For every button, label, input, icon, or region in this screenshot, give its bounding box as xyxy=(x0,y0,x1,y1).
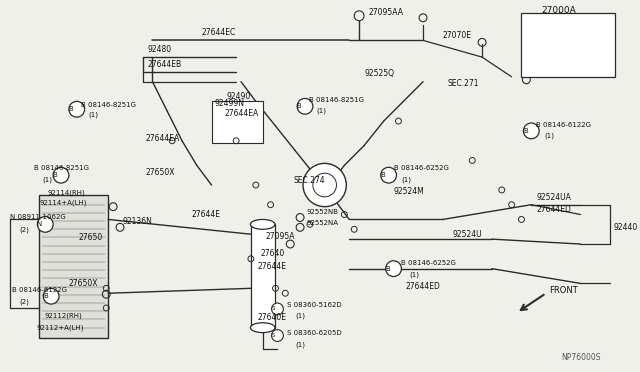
Text: 27640: 27640 xyxy=(260,249,285,259)
Bar xyxy=(212,102,262,143)
Text: 92112(RH): 92112(RH) xyxy=(44,312,82,319)
Text: 92499N: 92499N xyxy=(214,99,244,108)
Text: S 08360-5162D: S 08360-5162D xyxy=(287,302,342,308)
Text: 92114+A(LH): 92114+A(LH) xyxy=(39,199,87,206)
Bar xyxy=(522,13,615,77)
Text: 92490: 92490 xyxy=(227,92,250,101)
Text: S: S xyxy=(272,307,275,311)
Ellipse shape xyxy=(250,219,275,229)
Text: (2): (2) xyxy=(20,299,29,305)
Text: NP76000S: NP76000S xyxy=(561,353,600,362)
Text: B: B xyxy=(385,266,390,272)
Text: 27644ED: 27644ED xyxy=(405,282,440,291)
Circle shape xyxy=(313,173,337,197)
Text: 92524UA: 92524UA xyxy=(536,193,571,202)
Text: (1): (1) xyxy=(295,312,305,319)
Text: (1): (1) xyxy=(295,341,305,348)
Circle shape xyxy=(386,261,401,276)
Text: 27650: 27650 xyxy=(79,232,103,242)
Circle shape xyxy=(297,99,313,114)
Text: 92552NB: 92552NB xyxy=(307,209,339,215)
Text: 27644EC: 27644EC xyxy=(202,28,236,37)
Text: 92480: 92480 xyxy=(148,45,172,54)
Text: B: B xyxy=(68,106,73,112)
Text: B 08146-8251G: B 08146-8251G xyxy=(35,165,90,171)
Text: 27644EA: 27644EA xyxy=(224,109,259,118)
Text: (1): (1) xyxy=(42,177,52,183)
Text: 92552NA: 92552NA xyxy=(307,220,339,227)
Text: (1): (1) xyxy=(317,108,327,115)
Text: 27095AA: 27095AA xyxy=(369,8,404,17)
Text: 27644EB: 27644EB xyxy=(148,60,182,68)
Circle shape xyxy=(303,163,346,207)
Text: 92136N: 92136N xyxy=(123,217,153,226)
Text: B: B xyxy=(380,172,385,178)
Circle shape xyxy=(381,167,397,183)
Text: FRONT: FRONT xyxy=(549,286,578,295)
Text: B 08146-6122G: B 08146-6122G xyxy=(12,287,67,293)
Circle shape xyxy=(271,330,284,341)
Text: B: B xyxy=(297,103,301,109)
Bar xyxy=(39,195,108,337)
Text: B: B xyxy=(43,293,47,299)
Text: B: B xyxy=(52,172,58,178)
Text: B 08146-8251G: B 08146-8251G xyxy=(309,97,364,103)
Text: 27644E: 27644E xyxy=(258,262,287,271)
Text: 27640E: 27640E xyxy=(258,313,287,322)
Text: 92440: 92440 xyxy=(614,223,638,232)
Text: N 08911-1062G: N 08911-1062G xyxy=(10,215,65,221)
Text: B 08146-6252G: B 08146-6252G xyxy=(394,165,449,171)
Text: N: N xyxy=(36,221,42,227)
Text: 92524U: 92524U xyxy=(452,230,482,239)
Text: B: B xyxy=(523,128,528,134)
Bar xyxy=(524,15,613,28)
Text: 27070E: 27070E xyxy=(443,31,472,40)
Text: 27644EA: 27644EA xyxy=(146,134,180,143)
Circle shape xyxy=(53,167,69,183)
Text: (1): (1) xyxy=(88,112,99,118)
Text: (2): (2) xyxy=(20,226,29,232)
Text: 27095A: 27095A xyxy=(266,232,295,241)
Text: 92112+A(LH): 92112+A(LH) xyxy=(36,324,84,331)
Text: 27650X: 27650X xyxy=(146,168,175,177)
Text: 92524M: 92524M xyxy=(394,187,424,196)
Text: 27650X: 27650X xyxy=(69,279,99,288)
Ellipse shape xyxy=(250,323,275,333)
Text: S: S xyxy=(272,333,275,338)
Circle shape xyxy=(37,217,53,232)
Circle shape xyxy=(44,288,59,304)
Text: (1): (1) xyxy=(544,132,554,139)
Text: SEC.271: SEC.271 xyxy=(447,79,479,88)
Text: 92114(RH): 92114(RH) xyxy=(47,190,85,196)
Text: B 08146-6122G: B 08146-6122G xyxy=(536,122,591,128)
Text: S 08360-6205D: S 08360-6205D xyxy=(287,330,342,336)
Circle shape xyxy=(524,123,539,139)
Text: B 08146-6252G: B 08146-6252G xyxy=(401,260,456,266)
Circle shape xyxy=(271,303,284,315)
Text: 27644E: 27644E xyxy=(192,210,221,219)
Circle shape xyxy=(69,102,84,117)
Text: 27000A: 27000A xyxy=(541,6,576,15)
Text: 92525Q: 92525Q xyxy=(364,69,394,78)
Text: (1): (1) xyxy=(401,177,412,183)
Text: SEC.274: SEC.274 xyxy=(293,176,325,185)
Text: (1): (1) xyxy=(410,271,419,278)
Text: B 08146-8251G: B 08146-8251G xyxy=(81,102,136,108)
Bar xyxy=(251,224,275,328)
Text: 92552N: 92552N xyxy=(531,69,561,78)
Text: 27644ED: 27644ED xyxy=(536,205,571,214)
